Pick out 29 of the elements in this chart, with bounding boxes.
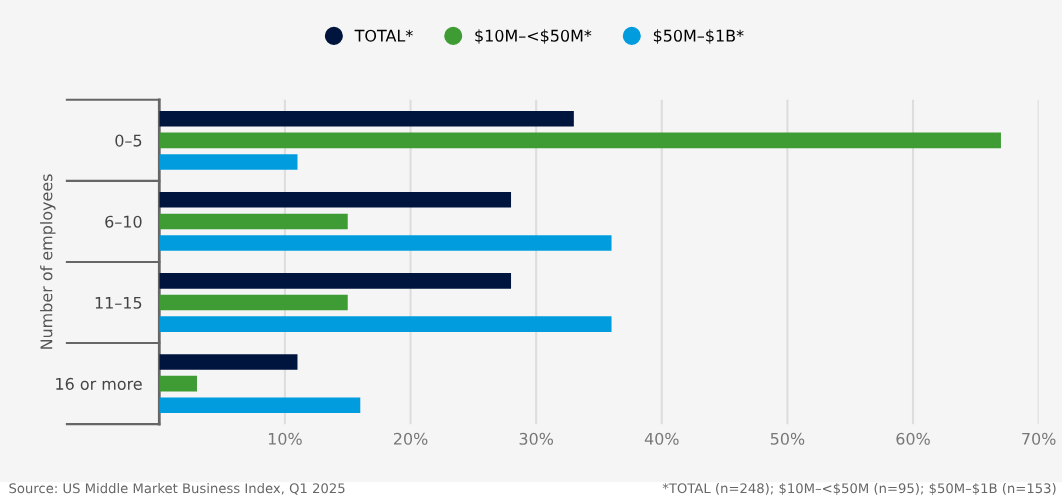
legend-label: TOTAL* [354,29,413,42]
x-tick-label: 70% [1022,432,1056,445]
x-tick-label: 50% [770,432,805,445]
y-tick-label: 6–10 [105,215,142,228]
text: *TOTAL (n=248); $10M–<$50M (n=95); $50M–$1B (n=153) [662,482,1056,495]
bar [159,192,512,208]
bar [159,273,512,289]
legend-label: $50M–$1B* [653,29,744,44]
source-note: Source: US Middle Market Business Index, Q1 2025 [9,482,345,495]
bar [159,132,1001,149]
y-tick-label: 0–5 [115,134,142,147]
y-axis-title: Number of employees [40,174,56,349]
x-tick-label: 20% [393,432,428,445]
bar [159,154,298,170]
bar [159,375,197,392]
bar [159,213,348,230]
bar [159,354,298,370]
bar [159,235,612,251]
x-tick-label: 60% [896,432,930,445]
y-tick-label: 16 or more [56,377,142,390]
bar [159,110,574,127]
bar [159,316,612,332]
y-tick-label: 11–15 [95,296,142,309]
bar [159,397,361,414]
x-tick-label: 30% [519,432,554,445]
x-tick-label: 40% [644,432,679,445]
bar [159,294,348,311]
x-tick-label: 10% [268,432,302,445]
legend-label: $10M–<$50M* [475,29,592,44]
